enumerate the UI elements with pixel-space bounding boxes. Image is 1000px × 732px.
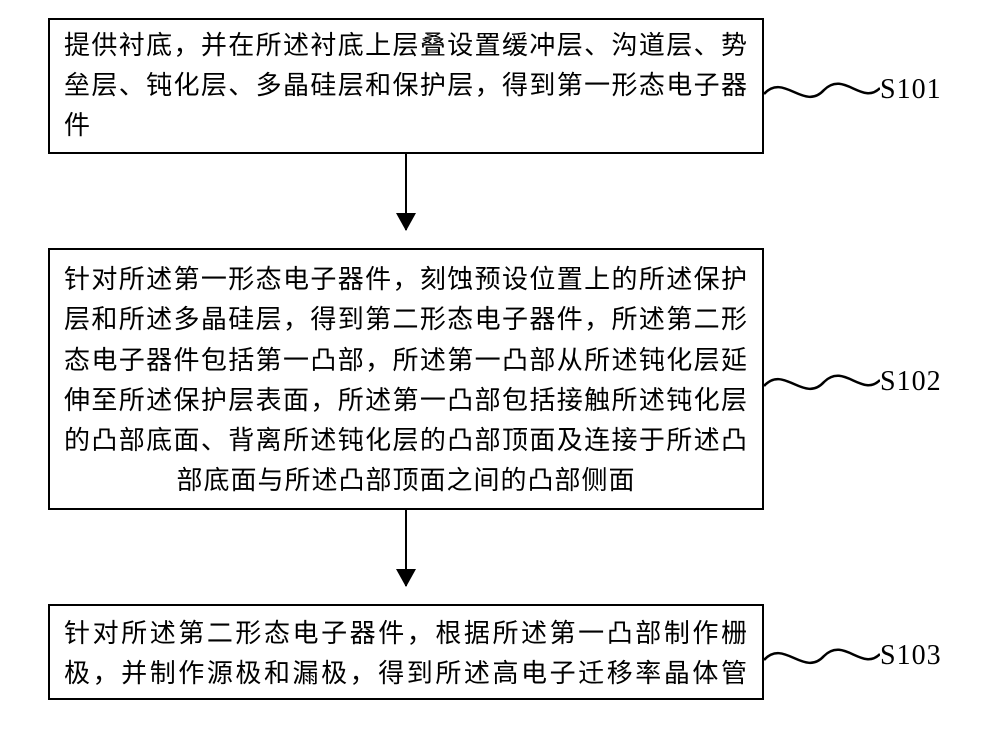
connector-s102 [764, 368, 880, 400]
step-s102: 针对所述第一形态电子器件，刻蚀预设位置上的所述保护 层和所述多晶硅层，得到第二形… [48, 248, 764, 510]
s101-line1: 提供衬底，并在所述衬底上层叠设置缓冲层、沟道层、势 [64, 26, 748, 66]
s101-line3: 件 [64, 106, 748, 146]
step-s103: 针对所述第二形态电子器件，根据所述第一凸部制作栅 极，并制作源极和漏极，得到所述… [48, 604, 764, 700]
s103-line1: 针对所述第二形态电子器件，根据所述第一凸部制作栅 [64, 614, 748, 654]
connector-s103 [764, 642, 880, 674]
s102-line1: 针对所述第一形态电子器件，刻蚀预设位置上的所述保护 [64, 260, 748, 300]
s102-line6: 部底面与所述凸部顶面之间的凸部侧面 [64, 461, 748, 501]
label-s103: S103 [880, 640, 942, 672]
arrow-s102-s103 [405, 510, 407, 586]
connector-s101 [764, 76, 880, 108]
s102-line3: 态电子器件包括第一凸部，所述第一凸部从所述钝化层延 [64, 341, 748, 381]
s101-line2: 垒层、钝化层、多晶硅层和保护层，得到第一形态电子器 [64, 66, 748, 106]
label-s102: S102 [880, 366, 942, 398]
label-s101: S101 [880, 74, 942, 106]
s102-line5: 的凸部底面、背离所述钝化层的凸部顶面及连接于所述凸 [64, 421, 748, 461]
s102-line4: 伸至所述保护层表面，所述第一凸部包括接触所述钝化层 [64, 381, 748, 421]
flowchart-canvas: 提供衬底，并在所述衬底上层叠设置缓冲层、沟道层、势 垒层、钝化层、多晶硅层和保护… [0, 0, 1000, 732]
s102-line2: 层和所述多晶硅层，得到第二形态电子器件，所述第二形 [64, 300, 748, 340]
arrow-s101-s102 [405, 154, 407, 230]
step-s101: 提供衬底，并在所述衬底上层叠设置缓冲层、沟道层、势 垒层、钝化层、多晶硅层和保护… [48, 18, 764, 154]
s103-line2: 极，并制作源极和漏极，得到所述高电子迁移率晶体管 [64, 654, 748, 694]
